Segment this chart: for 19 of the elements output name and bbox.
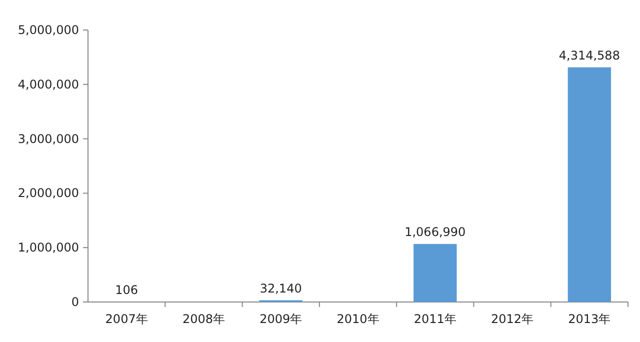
- y-tick-label: 2,000,000: [18, 186, 79, 200]
- y-tick-label: 4,000,000: [18, 77, 79, 92]
- bar: [568, 67, 612, 302]
- data-label: 106: [115, 282, 138, 297]
- x-tick-label: 2007年: [105, 312, 148, 326]
- data-label: 1,066,990: [404, 224, 466, 239]
- data-label: 32,140: [260, 281, 302, 296]
- y-tick-label: 5,000,000: [18, 23, 79, 37]
- x-tick-label: 2009年: [260, 312, 302, 326]
- y-tick-label: 1,000,000: [18, 240, 79, 255]
- x-tick-label: 2010年: [336, 312, 380, 326]
- data-label: 4,314,588: [558, 48, 620, 62]
- x-tick-label: 2013年: [568, 312, 611, 326]
- y-tick-label: 0: [71, 295, 79, 309]
- x-tick-label: 2008年: [182, 312, 225, 326]
- bar: [414, 244, 457, 302]
- x-tick-label: 2011年: [414, 312, 456, 326]
- x-tick-label: 2012年: [491, 312, 534, 326]
- y-tick-label: 3,000,000: [18, 132, 79, 146]
